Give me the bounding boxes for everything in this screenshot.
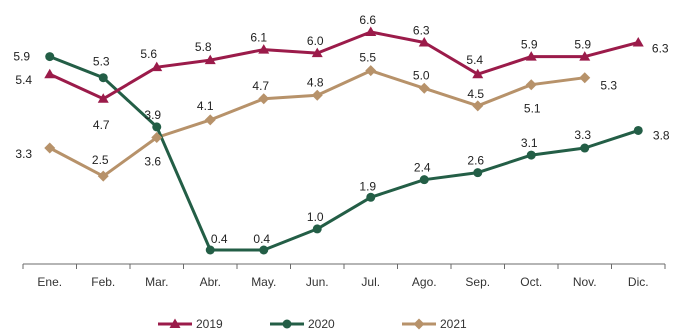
data-label-2021: 5.0 [413, 68, 430, 82]
data-point-2019 [44, 68, 56, 79]
data-point-2019 [579, 51, 591, 61]
data-point-2021 [579, 72, 591, 84]
data-point-2021 [97, 170, 109, 182]
data-point-2019 [632, 37, 644, 47]
x-tick-label: Jul. [361, 275, 380, 289]
data-label-2020: 0.4 [253, 232, 270, 246]
data-point-2020 [205, 245, 215, 255]
data-point-2020 [526, 150, 536, 160]
data-point-2020 [419, 175, 429, 185]
x-tick-label: Sep. [465, 275, 490, 289]
data-point-2020 [152, 122, 162, 132]
legend: 2019 2020 2021 [158, 317, 467, 331]
data-point-2020 [580, 143, 590, 153]
data-label-2019: 5.6 [140, 47, 157, 61]
data-point-2020 [633, 125, 643, 135]
data-point-2020 [45, 52, 55, 62]
data-point-2021 [258, 93, 270, 105]
data-label-2021: 5.1 [524, 102, 541, 116]
data-label-2020: 3.3 [574, 128, 591, 142]
data-label-2020: 5.3 [93, 55, 110, 69]
data-point-2021 [418, 82, 430, 94]
data-point-2020 [312, 224, 322, 234]
data-point-2021 [311, 89, 323, 101]
legend-label-2020: 2020 [308, 317, 335, 331]
legend-marker-2021 [413, 318, 425, 330]
data-label-2020: 1.0 [307, 210, 324, 224]
data-label-2021: 4.1 [197, 99, 214, 113]
data-point-2019 [97, 93, 109, 103]
data-label-2019: 5.4 [466, 53, 483, 67]
series-line-2019 [48, 30, 640, 101]
data-label-2020: 3.1 [521, 136, 538, 150]
data-label-2020: 1.9 [359, 179, 376, 193]
data-point-2021 [472, 100, 484, 112]
data-label-2020: 0.4 [211, 232, 228, 246]
x-tick-label: Ago. [412, 275, 437, 289]
data-label-2019: 6.0 [307, 34, 324, 48]
legend-label-2019: 2019 [196, 317, 223, 331]
data-point-2021 [525, 79, 537, 91]
data-label-2019: 6.3 [652, 42, 669, 56]
x-tick-label: Feb. [91, 275, 115, 289]
x-tick-label: May. [251, 275, 276, 289]
data-point-2019 [151, 61, 163, 72]
data-label-2019: 5.8 [195, 40, 212, 54]
data-label-2021: 4.8 [307, 75, 324, 89]
data-label-2021: 4.7 [252, 79, 269, 93]
data-label-2021: 4.5 [467, 87, 484, 101]
series-markers [44, 26, 644, 255]
data-point-2019 [525, 51, 537, 61]
x-tick-label: Abr. [200, 275, 221, 289]
legend-marker-2019 [169, 318, 181, 328]
data-point-2020 [366, 192, 376, 202]
data-label-2020: 3.8 [653, 128, 670, 142]
data-labels: 5.4 4.7 5.6 5.8 6.1 6.0 6.6 6.3 5.4 5.9 5.9 6.3 5.9 5… [13, 13, 670, 246]
x-tick-label: Oct. [520, 275, 542, 289]
data-label-2021: 3.3 [15, 147, 32, 161]
legend-label-2021: 2021 [440, 317, 467, 331]
data-label-2019: 4.7 [93, 118, 110, 132]
data-label-2020: 2.4 [414, 161, 431, 175]
data-label-2019: 6.6 [359, 13, 376, 27]
data-point-2019 [418, 37, 430, 47]
data-point-2020 [259, 245, 269, 255]
data-point-2021 [204, 114, 216, 126]
data-point-2020 [98, 73, 108, 83]
data-point-2021 [365, 65, 377, 77]
data-label-2020: 3.9 [144, 108, 161, 122]
data-label-2019: 5.9 [521, 38, 538, 52]
data-label-2020: 5.9 [13, 50, 30, 64]
data-label-2021: 5.3 [600, 79, 617, 93]
data-point-2019 [365, 26, 377, 36]
data-point-2019 [258, 44, 270, 54]
data-label-2019: 5.9 [574, 38, 591, 52]
x-tick-label: Mar. [145, 275, 168, 289]
x-tick-label: Dic. [628, 275, 649, 289]
data-label-2021: 2.5 [92, 153, 109, 167]
data-point-2019 [472, 68, 484, 79]
x-tick-label: Jun. [306, 275, 329, 289]
data-point-2019 [204, 54, 216, 65]
data-label-2019: 5.4 [15, 73, 32, 87]
data-label-2019: 6.1 [250, 31, 267, 45]
data-point-2020 [473, 168, 483, 178]
x-tick-label: Ene. [37, 275, 62, 289]
data-label-2021: 3.6 [144, 154, 161, 168]
data-label-2021: 5.5 [359, 51, 376, 65]
data-point-2019 [311, 47, 323, 58]
data-point-2021 [151, 131, 163, 143]
legend-marker-2020 [282, 319, 292, 329]
data-label-2019: 6.3 [413, 24, 430, 38]
series-line-2020 [48, 55, 640, 252]
series-lines [48, 30, 640, 252]
x-axis: Ene. Feb. Mar. Abr. May. Jun. Jul. Ago. Sep. Oct.… [22, 263, 666, 289]
x-tick-label: Nov. [573, 275, 597, 289]
data-point-2021 [44, 142, 56, 154]
data-label-2020: 2.6 [467, 154, 484, 168]
